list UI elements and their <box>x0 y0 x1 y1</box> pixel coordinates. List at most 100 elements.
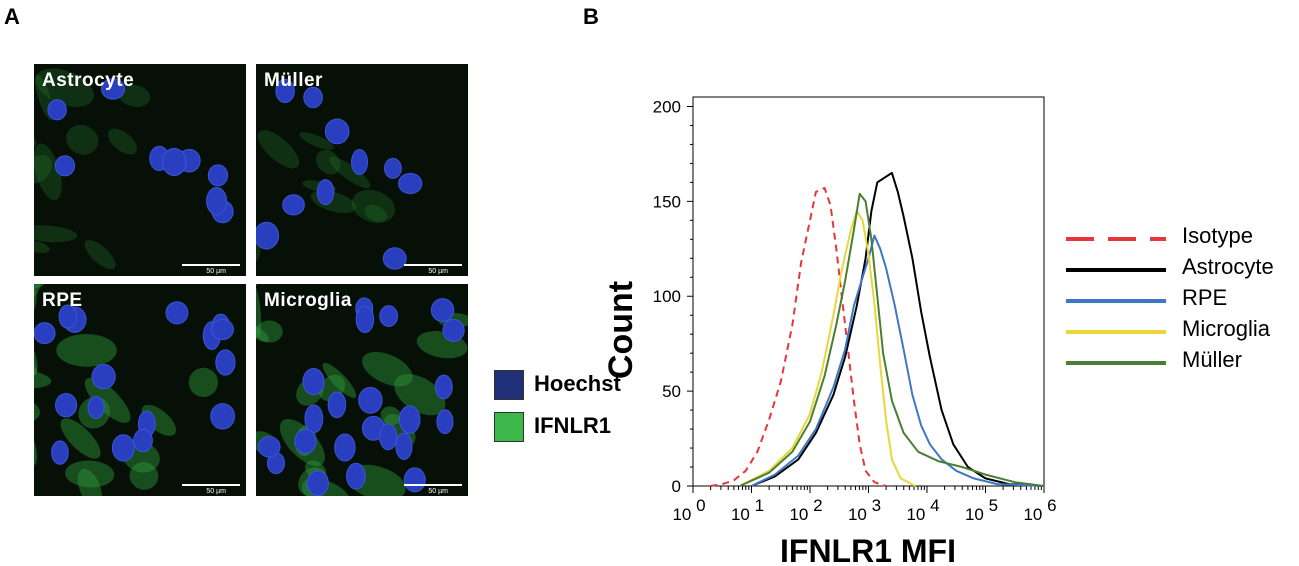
nucleus <box>382 247 407 270</box>
hoechst-swatch <box>494 370 524 400</box>
series-microglia <box>739 209 916 487</box>
nucleus <box>165 301 189 325</box>
micrograph-label: RPE <box>42 290 83 311</box>
series-mller <box>739 192 1045 487</box>
nucleus <box>282 194 305 216</box>
nucleus <box>434 374 453 400</box>
nucleus <box>91 363 116 390</box>
nucleus <box>58 304 77 329</box>
nucleus <box>346 462 366 490</box>
legend-label: Microglia <box>1182 316 1271 341</box>
micrograph-cells <box>256 284 468 496</box>
nucleus <box>304 404 324 434</box>
nucleus <box>210 403 235 430</box>
nucleus <box>430 298 455 322</box>
legend-swatch <box>1066 237 1166 241</box>
scale-bar <box>404 264 462 266</box>
x-tick-label: 10 3 <box>848 496 881 524</box>
nucleus <box>55 392 78 418</box>
micrograph-cells <box>34 284 236 496</box>
micrograph-rpe: RPE 50 µm <box>34 284 246 496</box>
scale-bar-label: 50 µm <box>206 488 226 495</box>
hoechst-label: Hoechst <box>534 371 621 396</box>
micrograph-astrocyte: Astrocyte 50 µm <box>34 64 246 276</box>
legend-label: Müller <box>1182 347 1242 372</box>
nucleus <box>324 118 350 145</box>
x-tick-label: 10 4 <box>906 496 939 524</box>
chart-series <box>710 171 1045 487</box>
nucleus <box>47 99 67 121</box>
nucleus <box>351 149 369 176</box>
flow-histogram: Count IFNLR1 MFI 0 50 100 150 200 10 0 10 1 10 … <box>602 96 1057 566</box>
nucleus <box>379 423 398 451</box>
x-tick-label: 10 6 <box>1023 496 1056 524</box>
panel-letter-a: A <box>4 4 20 29</box>
x-tick-label: 10 1 <box>731 496 764 524</box>
nucleus <box>294 428 317 454</box>
panel-letter-b: B <box>583 4 599 29</box>
y-tick-label: 100 <box>653 287 681 306</box>
x-tick-label: 10 0 <box>672 496 705 524</box>
micrograph-cells <box>34 68 234 270</box>
nucleus <box>256 221 280 250</box>
scale-bar <box>404 484 462 486</box>
nucleus <box>398 405 421 434</box>
series-rpe <box>751 234 1045 487</box>
y-tick-label: 50 <box>662 382 681 401</box>
y-tick-label: 150 <box>653 192 681 211</box>
nucleus <box>355 305 375 334</box>
legend-swatch <box>1066 330 1166 334</box>
ifnlr1-label: IFNLR1 <box>534 413 611 438</box>
micrograph-label: Müller <box>264 70 323 91</box>
scale-bar-label: 50 µm <box>428 268 448 275</box>
scale-bar-label: 50 µm <box>428 488 448 495</box>
nucleus <box>398 172 423 195</box>
nucleus <box>316 179 335 206</box>
nucleus <box>54 155 76 177</box>
ifnlr1-swatch <box>494 412 524 442</box>
x-axis-label: IFNLR1 MFI <box>780 533 956 566</box>
y-axis-label: Count <box>602 281 640 379</box>
nucleus <box>379 305 399 328</box>
micrograph-muller: Müller 50 µm <box>256 64 468 276</box>
legend-swatch <box>1066 268 1166 272</box>
nucleus <box>161 147 187 177</box>
scale-bar-label: 50 µm <box>206 268 226 275</box>
micrograph-label: Microglia <box>264 290 352 311</box>
nucleus <box>51 440 69 465</box>
nucleus <box>302 367 325 396</box>
nucleus <box>395 432 413 460</box>
nucleus <box>133 428 153 453</box>
nucleus <box>442 318 465 342</box>
nucleus <box>334 433 356 462</box>
scale-bar <box>182 484 240 486</box>
micrograph-cells <box>256 78 423 270</box>
legend-label: RPE <box>1182 285 1228 310</box>
nucleus <box>100 77 126 100</box>
nucleus <box>111 434 135 462</box>
legend-label: Isotype <box>1182 223 1253 248</box>
scale-bar <box>182 264 240 266</box>
nucleus <box>436 409 454 435</box>
nucleus <box>34 322 56 345</box>
nucleus <box>403 467 426 493</box>
nucleus <box>306 470 329 496</box>
nucleus <box>358 386 383 414</box>
nucleus <box>384 157 402 179</box>
micrograph-label: Astrocyte <box>42 70 135 91</box>
x-tick-label: 10 5 <box>965 496 998 524</box>
legend-swatch <box>1066 299 1166 303</box>
chart-axes: 0 50 100 150 200 10 0 10 1 10 2 10 3 10 4 10 5 10 6 <box>653 96 1057 524</box>
nucleus <box>275 78 295 104</box>
micrograph-microglia: Microglia 50 µm <box>256 284 468 496</box>
nucleus <box>87 396 105 419</box>
nucleus <box>207 164 229 187</box>
x-tick-label: 10 2 <box>789 496 822 524</box>
nucleus <box>206 186 228 216</box>
nucleus <box>327 391 347 419</box>
y-tick-label: 0 <box>672 477 681 496</box>
legend-swatch <box>1066 361 1166 365</box>
nucleus <box>210 318 234 341</box>
nucleus <box>303 86 323 109</box>
nucleus <box>215 349 236 376</box>
